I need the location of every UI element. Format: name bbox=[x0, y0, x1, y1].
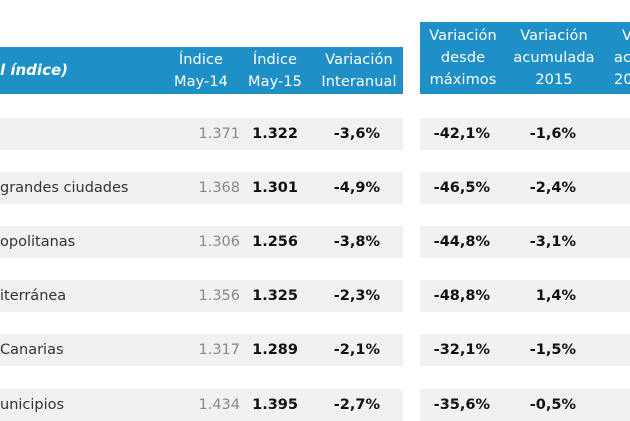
value-may15: 1.325 bbox=[252, 288, 298, 304]
col-header-line: May-15 bbox=[247, 74, 302, 90]
value-acumulada-2015: -2,4% bbox=[529, 180, 576, 196]
col-header-line: Índice bbox=[252, 52, 298, 68]
value-interanual: -3,8% bbox=[333, 234, 380, 250]
value-acumulada-2015: 1,4% bbox=[535, 288, 576, 304]
table-row-right: -46,5% -2,4% bbox=[420, 172, 630, 204]
value-may14: 1.356 bbox=[198, 288, 240, 304]
table-header-right: Variación desde máximos Variación acumul… bbox=[420, 22, 630, 94]
value-may15: 1.289 bbox=[252, 342, 298, 358]
row-name: opolitanas bbox=[0, 234, 76, 250]
value-interanual: -4,9% bbox=[333, 180, 380, 196]
table-row: iterránea 1.356 1.325 -2,3% bbox=[0, 280, 403, 312]
col-header-line: Variación bbox=[429, 28, 497, 44]
col-header-line: Variación bbox=[520, 28, 588, 44]
col-header-line: desde bbox=[440, 50, 486, 66]
value-may15: 1.256 bbox=[252, 234, 298, 250]
table-row-right: -32,1% -1,5% bbox=[420, 334, 630, 366]
value-desde-maximos: -42,1% bbox=[433, 126, 490, 142]
table-header-left: l índice) Índice May-14 Índice May-15 Va… bbox=[0, 47, 403, 94]
col-header-indice-may15: Índice May-15 bbox=[234, 49, 316, 93]
value-interanual: -3,6% bbox=[333, 126, 380, 142]
value-acumulada-2015: -3,1% bbox=[529, 234, 576, 250]
table-row: Canarias 1.317 1.289 -2,1% bbox=[0, 334, 403, 366]
value-may14: 1.317 bbox=[198, 342, 240, 358]
value-may14: 1.306 bbox=[198, 234, 240, 250]
value-desde-maximos: -35,6% bbox=[433, 397, 490, 413]
col-header-indice-may14: Índice May-14 bbox=[160, 49, 242, 93]
row-name: iterránea bbox=[0, 288, 67, 304]
row-name: grandes ciudades bbox=[0, 180, 129, 196]
value-desde-maximos: -44,8% bbox=[433, 234, 490, 250]
table-title-fragment: l índice) bbox=[0, 61, 68, 79]
value-acumulada-2015: -1,5% bbox=[529, 342, 576, 358]
col-header-variacion-desde-maximos: Variación desde máximos bbox=[420, 25, 506, 91]
value-may14: 1.368 bbox=[198, 180, 240, 196]
table-row: grandes ciudades 1.368 1.301 -4,9% bbox=[0, 172, 403, 204]
value-may15: 1.395 bbox=[252, 397, 298, 413]
col-header-line: 2015 bbox=[535, 72, 573, 88]
table-row: 1.371 1.322 -3,6% bbox=[0, 118, 403, 150]
table-row-right: -44,8% -3,1% bbox=[420, 226, 630, 258]
value-interanual: -2,7% bbox=[333, 397, 380, 413]
value-acumulada-2015: -0,5% bbox=[529, 397, 576, 413]
col-header-line: Índice bbox=[178, 52, 224, 68]
col-header-line: 20 bbox=[614, 72, 630, 88]
value-interanual: -2,3% bbox=[333, 288, 380, 304]
value-desde-maximos: -46,5% bbox=[433, 180, 490, 196]
col-header-line: acumulada bbox=[513, 50, 595, 66]
value-desde-maximos: -48,8% bbox=[433, 288, 490, 304]
col-header-variacion-interanual: Variación Interanual bbox=[314, 49, 404, 93]
table-row-right: -48,8% 1,4% bbox=[420, 280, 630, 312]
col-header-line: May-14 bbox=[173, 74, 228, 90]
col-header-variacion-acumulada-2015: Variación acumulada 2015 bbox=[506, 25, 602, 91]
table-row-right: -35,6% -0,5% bbox=[420, 389, 630, 421]
col-header-line: V bbox=[622, 28, 630, 44]
row-name: Canarias bbox=[0, 342, 64, 358]
value-desde-maximos: -32,1% bbox=[433, 342, 490, 358]
value-may14: 1.434 bbox=[198, 397, 240, 413]
table-row: opolitanas 1.306 1.256 -3,8% bbox=[0, 226, 403, 258]
table-row: unicipios 1.434 1.395 -2,7% bbox=[0, 389, 403, 421]
col-header-line: ac bbox=[614, 50, 630, 66]
row-name: unicipios bbox=[0, 397, 65, 413]
value-interanual: -2,1% bbox=[333, 342, 380, 358]
value-may15: 1.322 bbox=[252, 126, 298, 142]
value-may15: 1.301 bbox=[252, 180, 298, 196]
table-row-right: -42,1% -1,6% bbox=[420, 118, 630, 150]
col-header-truncated: V ac 20 bbox=[612, 25, 630, 91]
value-acumulada-2015: -1,6% bbox=[529, 126, 576, 142]
col-header-line: máximos bbox=[429, 72, 497, 88]
value-may14: 1.371 bbox=[198, 126, 240, 142]
col-header-line: Variación bbox=[325, 52, 393, 68]
col-header-line: Interanual bbox=[321, 74, 397, 90]
